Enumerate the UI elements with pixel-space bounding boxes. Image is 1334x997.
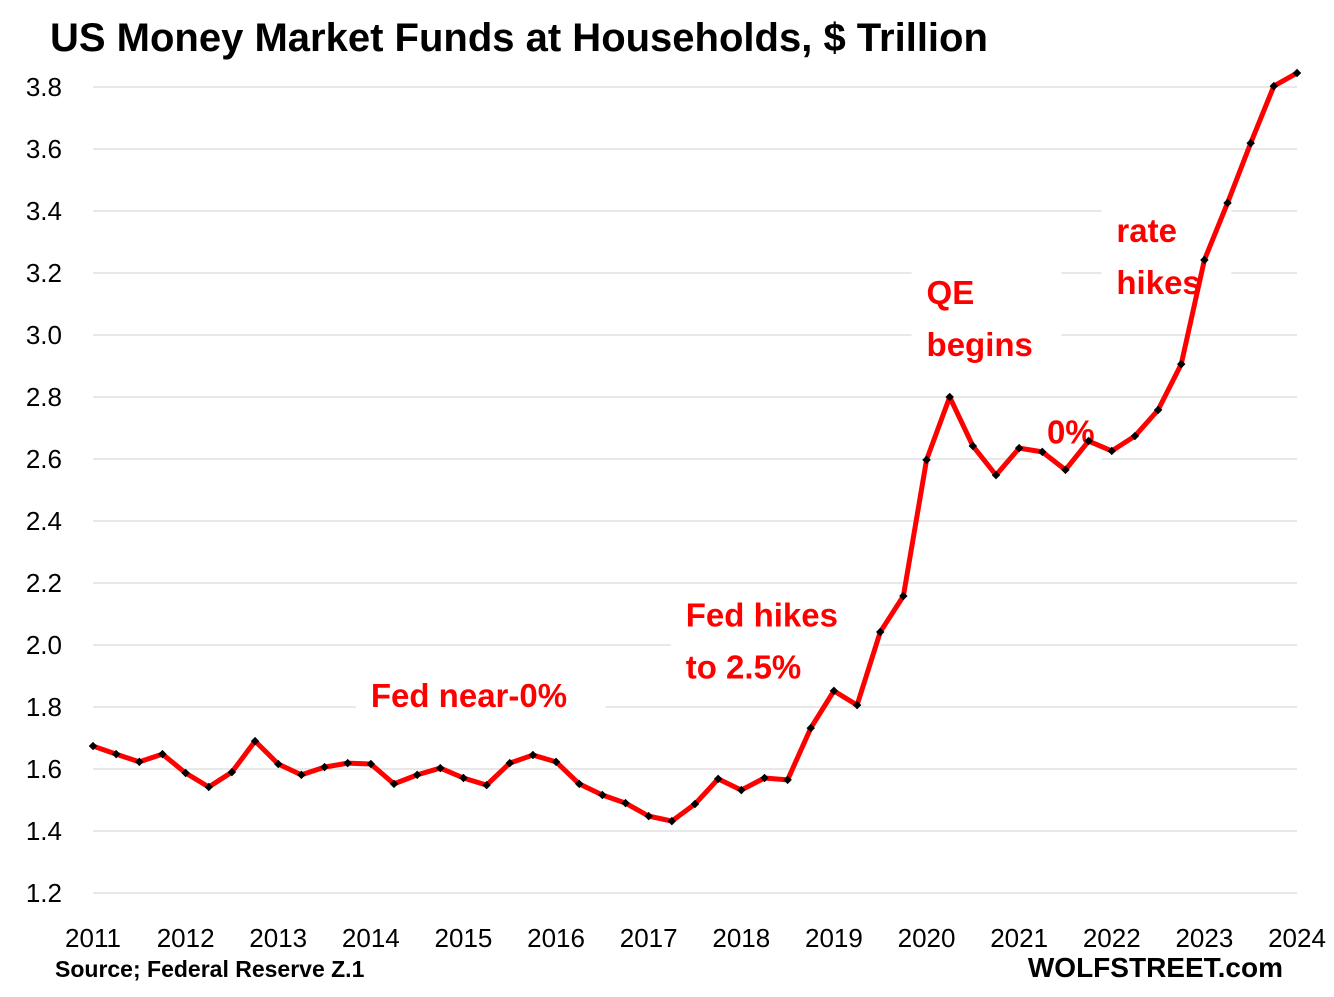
data-point [667,816,677,826]
data-point [436,763,445,773]
data-point [991,470,1001,480]
data-point [1107,446,1117,456]
data-point [528,750,538,760]
data-point [760,773,769,783]
data-point [806,723,816,733]
annotation-text: QE [927,274,975,311]
data-point [783,775,792,785]
y-tick-label: 3.2 [26,258,62,288]
data-point [320,762,329,772]
chart-title: US Money Market Funds at Households, $ T… [50,16,988,60]
data-point [852,700,862,710]
x-tick-label: 2024 [1268,923,1326,953]
data-point [1014,443,1024,453]
annotation-text: begins [927,326,1033,363]
x-tick-label: 2022 [1083,923,1141,953]
annotation: Fed near-0% [355,671,606,729]
watermark: WOLFSTREET.com [1028,952,1283,983]
y-tick-label: 2.6 [26,444,62,474]
data-point [1038,447,1047,457]
y-tick-label: 3.8 [26,72,62,102]
y-tick-label: 3.4 [26,196,62,226]
x-tick-label: 2011 [65,923,121,953]
annotation-background [911,268,1062,378]
y-tick-label: 1.6 [26,754,62,784]
data-point [273,759,283,769]
y-tick-label: 1.4 [26,816,62,846]
y-tick-label: 2.8 [26,382,62,412]
annotation: Fed hikes to 2.5% [670,590,881,701]
y-tick-label: 2.0 [26,630,62,660]
x-tick-label: 2018 [712,923,770,953]
data-point [482,780,491,790]
data-point [1061,465,1070,475]
y-tick-label: 3.6 [26,134,62,164]
data-point [737,785,746,795]
series [88,68,1302,826]
data-point [713,774,723,784]
data-point [1084,436,1093,446]
x-tick-label: 2021 [990,923,1048,953]
data-point [598,790,607,800]
y-tick-label: 2.2 [26,568,62,598]
x-tick-label: 2016 [527,923,585,953]
annotation: 0% [1031,407,1102,466]
series-line [92,70,1299,824]
data-point [1200,255,1209,265]
data-point [945,392,954,402]
annotation: QE begins [911,268,1062,378]
data-point [412,770,422,780]
x-tick-label: 2013 [249,923,307,953]
y-tick-label: 3.0 [26,320,62,350]
x-tick-label: 2012 [157,923,215,953]
data-point [1176,359,1186,369]
data-point [343,758,352,768]
data-point [505,758,515,768]
data-point [459,773,468,783]
data-point [899,591,908,601]
data-point [829,686,839,696]
annotation-text: Fed near-0% [371,677,567,714]
y-tick-label: 1.2 [26,878,62,908]
x-axis: 2011 2012 2013 2014 2015 2016 2017 2018 2019 2020… [65,923,1326,953]
annotation-text: rate [1116,212,1177,249]
annotation-text: hikes [1116,264,1200,301]
data-point [366,759,376,769]
x-tick-label: 2014 [342,923,400,953]
annotation-background [1101,206,1232,316]
data-point [551,757,561,767]
annotation-background [355,671,606,729]
annotations: Fed near-0% Fed hikes to 2.5% QE begins 0% rat… [355,206,1232,729]
data-point [1130,431,1140,441]
data-point [922,455,931,465]
y-tick-label: 1.8 [26,692,62,722]
annotation-text: Fed hikes [686,596,838,633]
data-point [690,799,700,809]
data-point [1153,405,1163,415]
annotation-background [670,590,881,701]
y-tick-label: 2.4 [26,506,62,536]
x-tick-label: 2023 [1175,923,1233,953]
x-tick-label: 2017 [620,923,678,953]
data-point [875,627,885,637]
x-tick-label: 2020 [898,923,956,953]
annotation: rate hikes [1101,206,1232,316]
data-point [644,811,653,821]
x-tick-label: 2019 [805,923,863,953]
annotation-text: to 2.5% [686,648,802,685]
y-axis: 1.2 1.4 1.6 1.8 2.0 2.2 2.4 2.6 2.8 3.0 3.2 3.4 3.6 3… [26,72,62,908]
data-point [389,779,399,789]
x-tick-label: 2015 [435,923,493,953]
data-point [297,770,306,780]
data-point [574,779,584,789]
source-note: Source; Federal Reserve Z.1 [55,956,365,982]
data-point [621,798,630,808]
data-point [968,441,978,451]
